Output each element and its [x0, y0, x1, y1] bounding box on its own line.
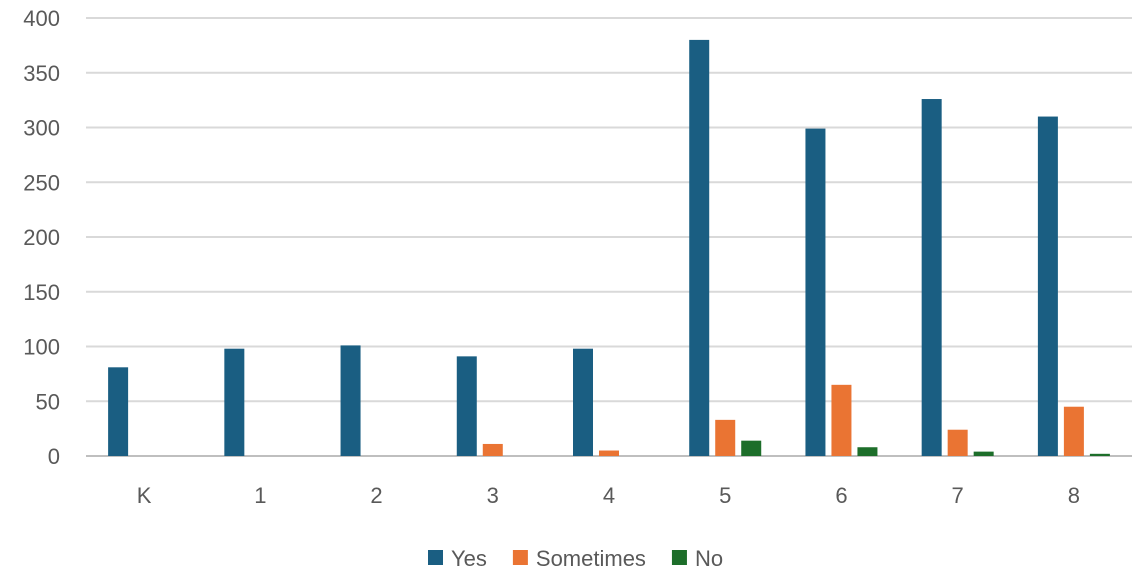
y-axis-tick-labels: 0 50 100 150 200 250 300 350 400	[23, 6, 60, 469]
y-tick-label: 50	[36, 389, 60, 414]
x-tick-label: 5	[719, 483, 731, 508]
x-tick-label: 3	[487, 483, 499, 508]
bar-yes-1	[224, 348, 245, 456]
bar-yes-4	[573, 348, 593, 456]
x-tick-label: 1	[254, 483, 266, 508]
legend-label-sometimes: Sometimes	[536, 546, 646, 571]
x-tick-label: 7	[952, 483, 964, 508]
x-tick-label: 6	[835, 483, 847, 508]
bar-yes-8	[1037, 116, 1058, 457]
bar-sometimes-3	[482, 443, 503, 456]
bar-sometimes-8	[1063, 406, 1084, 456]
x-tick-label: 4	[603, 483, 615, 508]
bar-yes-3	[456, 356, 477, 456]
bar-yes-7	[921, 99, 942, 456]
bar-yes-k	[108, 367, 129, 456]
y-tick-label: 0	[48, 444, 60, 469]
bar-no-6	[857, 447, 878, 456]
y-tick-label: 400	[23, 6, 60, 31]
bar-sometimes-4	[599, 450, 619, 456]
y-tick-label: 100	[23, 335, 60, 360]
bar-no-7	[973, 451, 994, 456]
bar-yes-6	[805, 128, 826, 456]
x-tick-label: 2	[370, 483, 382, 508]
x-tick-label: 8	[1068, 483, 1080, 508]
gridlines	[86, 17, 1132, 457]
bar-no-5	[741, 440, 762, 456]
y-tick-label: 350	[23, 61, 60, 86]
x-tick-label: K	[137, 483, 152, 508]
bar-sometimes-5	[715, 419, 736, 456]
bar-sometimes-6	[831, 384, 852, 456]
legend: Yes Sometimes No	[428, 546, 723, 571]
y-tick-label: 150	[23, 280, 60, 305]
bar-yes-2	[340, 345, 361, 456]
legend-swatch-sometimes	[512, 550, 528, 565]
x-axis-tick-labels: K 1 2 3 4 5 6 7 8	[137, 483, 1080, 508]
legend-swatch-no	[671, 550, 687, 565]
legend-label-yes: Yes	[451, 546, 487, 571]
bar-sometimes-7	[947, 429, 968, 456]
y-tick-label: 250	[23, 170, 60, 195]
legend-label-no: No	[695, 546, 723, 571]
y-tick-label: 300	[23, 116, 60, 141]
bars	[108, 39, 1110, 457]
y-tick-label: 200	[23, 225, 60, 250]
bar-yes-5	[689, 39, 710, 457]
bar-no-8	[1089, 453, 1110, 456]
legend-swatch-yes	[428, 550, 443, 565]
